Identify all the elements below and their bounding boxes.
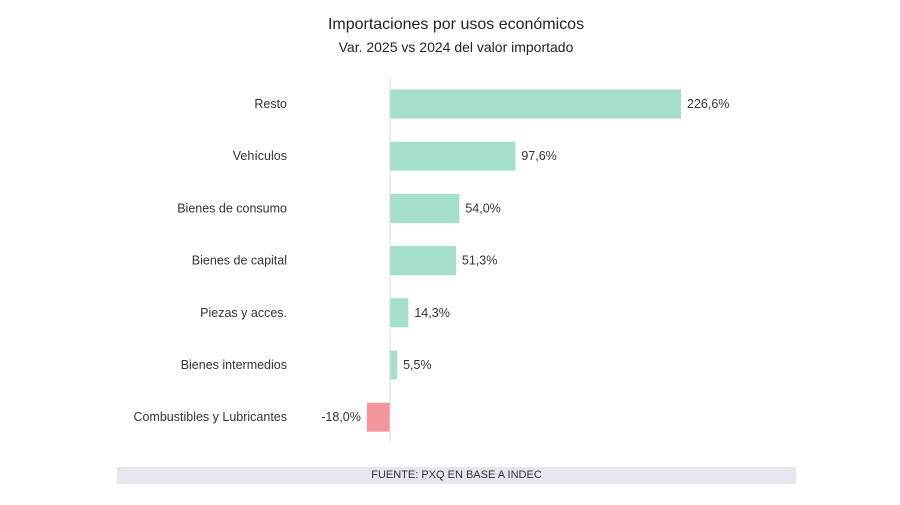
data-label: 97,6% — [521, 149, 556, 163]
data-label: -18,0% — [321, 410, 361, 424]
chart-title: Importaciones por usos económicos — [327, 16, 585, 33]
bar — [390, 89, 681, 119]
bar — [390, 193, 460, 223]
data-label: 51,3% — [462, 254, 497, 268]
category-label: Bienes intermedios — [181, 358, 287, 372]
data-label: 5,5% — [403, 358, 432, 372]
data-label: 226,6% — [687, 97, 729, 111]
category-label: Bienes de capital — [192, 254, 287, 268]
bar — [366, 402, 390, 432]
category-label: Vehículos — [233, 149, 287, 163]
category-label: Piezas y acces. — [200, 306, 287, 320]
category-label: Combustibles y Lubricantes — [133, 410, 287, 424]
source-footer: FUENTE: PXQ EN BASE A INDEC — [117, 467, 796, 484]
bar — [390, 141, 516, 171]
data-label: 14,3% — [414, 306, 449, 320]
bar — [390, 298, 409, 328]
data-label: 54,0% — [465, 201, 500, 215]
bar — [390, 350, 398, 380]
bar — [390, 246, 456, 276]
chart-subtitle: Var. 2025 vs 2024 del valor importado — [338, 39, 574, 55]
category-label: Bienes de consumo — [177, 201, 287, 215]
category-label: Resto — [254, 97, 287, 111]
